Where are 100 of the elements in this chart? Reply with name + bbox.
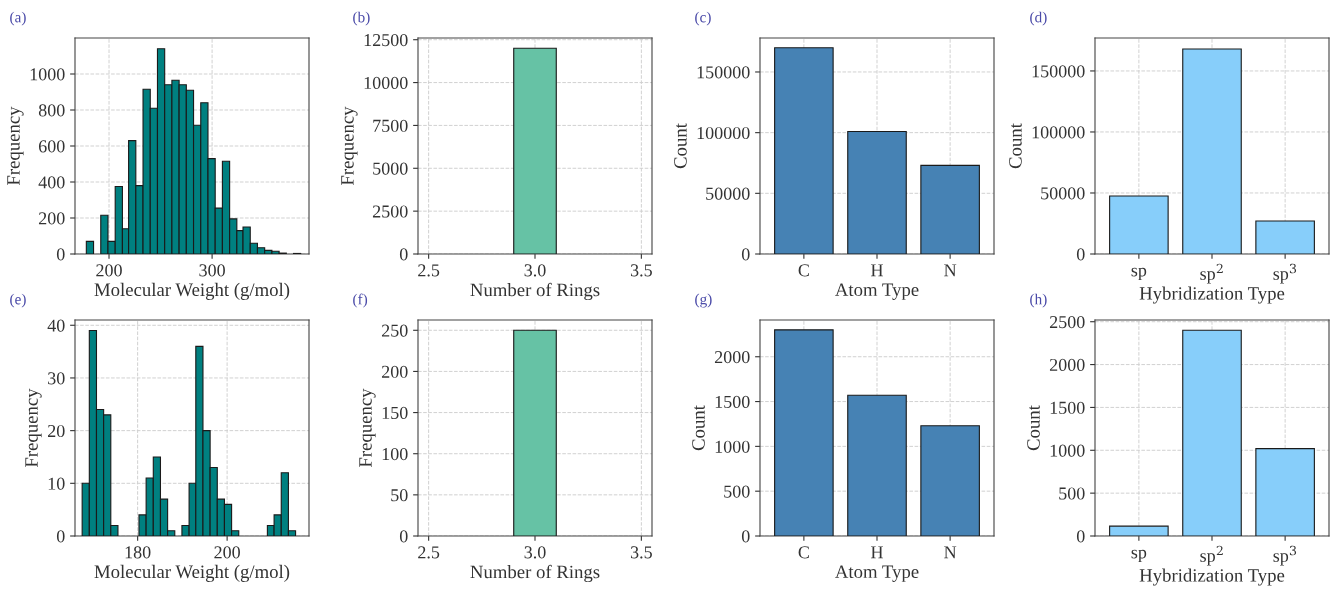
y-tick-label: 0 — [741, 248, 750, 261]
chart-title: (c) — [695, 11, 711, 26]
x-tick-label: 2.5 — [418, 264, 440, 277]
x-axis-title: Hybridization Type — [1139, 286, 1285, 304]
y-tick-label: 12500 — [364, 33, 408, 47]
y-axis-title: Count — [674, 123, 687, 169]
x-tick-label: sp$^{3}$ — [1273, 263, 1297, 284]
bar — [1109, 525, 1169, 536]
y-tick-label: 5000 — [373, 162, 408, 175]
x-tick-label: C — [798, 546, 809, 559]
x-tick-label: H — [871, 264, 883, 277]
x-axis-title: Molecular Weight (g/mol) — [94, 282, 290, 300]
y-tick-label: 100000 — [697, 126, 750, 140]
y-tick-label: 10000 — [364, 76, 408, 90]
bar — [920, 164, 980, 254]
y-tick-label: 150 — [382, 406, 408, 420]
y-axis-title: Count — [692, 405, 705, 451]
x-tick-label: sp — [1131, 267, 1147, 281]
y-tick-label: 10 — [48, 477, 65, 490]
y-tick-label: 250 — [381, 324, 408, 337]
y-tick-label: 1000 — [1050, 444, 1085, 457]
y-axis-title: Frequency — [7, 106, 24, 186]
y-tick-label: 40 — [47, 319, 65, 332]
x-axis-title: Hybridization Type — [1139, 568, 1285, 586]
y-tick-label: 2500 — [1049, 315, 1085, 329]
x-axis-title: Number of Rings — [470, 564, 600, 583]
y-tick-label: 30 — [48, 372, 65, 385]
y-tick-label: 0 — [399, 248, 408, 261]
x-tick-label: N — [944, 264, 957, 277]
x-tick-label: sp$^{2}$ — [1200, 263, 1223, 284]
x-tick-label: sp$^{2}$ — [1200, 545, 1223, 566]
y-tick-label: 400 — [38, 176, 65, 189]
bar — [774, 329, 834, 536]
y-tick-label: 200 — [38, 212, 65, 225]
x-tick-label: sp$^{3}$ — [1273, 545, 1297, 566]
y-tick-label: 1500 — [715, 395, 750, 408]
bar — [847, 130, 907, 254]
x-axis-title: Atom Type — [835, 283, 919, 300]
chart-title: (h) — [1030, 293, 1047, 308]
bar — [1255, 220, 1315, 254]
y-tick-label: 0 — [56, 530, 65, 543]
y-tick-label: 7500 — [373, 119, 408, 132]
y-axis-title: Frequency — [341, 106, 358, 186]
chart-title: (e) — [10, 293, 26, 308]
y-tick-label: 20 — [48, 424, 65, 438]
x-axis-title: Number of Rings — [470, 282, 600, 301]
bar — [774, 47, 834, 254]
y-tick-label: 50000 — [706, 187, 750, 200]
y-axis-title: Count — [1009, 123, 1022, 169]
x-tick-label: H — [871, 546, 883, 559]
x-tick-label: N — [944, 546, 957, 559]
y-tick-label: 1000 — [715, 440, 750, 453]
x-tick-label: 180 — [125, 546, 151, 559]
y-tick-label: 200 — [381, 365, 408, 378]
y-tick-label: 50 — [391, 489, 408, 502]
y-axis-title: Frequency — [25, 388, 42, 468]
y-tick-label: 2000 — [1049, 358, 1085, 372]
x-axis-title: Molecular Weight (g/mol) — [94, 564, 290, 582]
chart-title: (b) — [353, 11, 370, 26]
y-tick-label: 1500 — [1050, 401, 1085, 414]
bar — [920, 425, 980, 536]
chart-title: (g) — [695, 293, 712, 308]
y-tick-label: 2000 — [714, 351, 750, 364]
y-tick-label: 0 — [56, 248, 65, 261]
x-tick-label: 3.5 — [630, 264, 652, 277]
y-tick-label: 500 — [724, 485, 750, 498]
x-tick-label: 3.0 — [524, 264, 546, 277]
x-tick-label: 3.5 — [630, 546, 652, 559]
x-tick-label: C — [798, 264, 809, 277]
chart-title: (a) — [10, 11, 26, 26]
bar — [1182, 48, 1242, 254]
y-tick-label: 800 — [38, 104, 65, 117]
x-tick-label: sp — [1131, 549, 1147, 563]
x-axis-title: Atom Type — [835, 565, 919, 582]
y-tick-label: 150000 — [697, 66, 750, 79]
bar — [1182, 329, 1242, 536]
chart-title: (f) — [353, 293, 368, 308]
x-tick-label: 2.5 — [418, 546, 440, 559]
bar — [1109, 195, 1169, 254]
y-tick-label: 600 — [38, 140, 65, 153]
y-tick-label: 100000 — [1032, 126, 1085, 139]
y-tick-label: 500 — [1059, 487, 1085, 500]
y-tick-label: 0 — [741, 530, 750, 543]
y-tick-label: 100 — [382, 447, 408, 461]
bar — [847, 394, 907, 536]
y-tick-label: 0 — [399, 530, 408, 543]
y-tick-label: 0 — [1076, 530, 1085, 543]
y-tick-label: 2500 — [372, 205, 408, 218]
y-tick-label: 150000 — [1032, 65, 1085, 78]
y-tick-label: 1000 — [30, 68, 65, 81]
x-tick-label: 3.0 — [524, 546, 546, 559]
x-tick-label: 200 — [214, 546, 240, 559]
y-tick-label: 50000 — [1041, 187, 1085, 200]
y-axis-title: Frequency — [359, 388, 376, 468]
y-tick-label: 0 — [1076, 248, 1085, 261]
x-tick-label: 300 — [199, 264, 225, 277]
x-tick-label: 200 — [96, 264, 122, 277]
chart-title: (d) — [1030, 11, 1047, 26]
y-axis-title: Count — [1027, 405, 1040, 451]
bar — [1255, 448, 1315, 536]
